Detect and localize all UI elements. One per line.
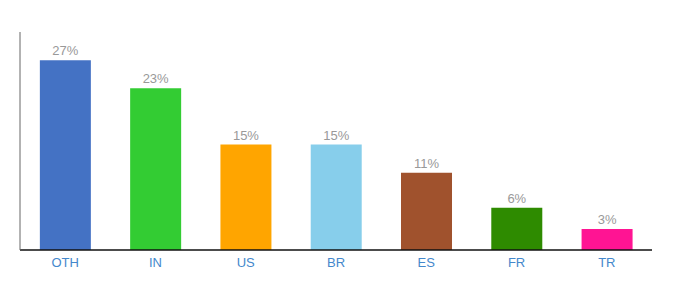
svg-text:15%: 15% xyxy=(323,128,349,143)
svg-text:OTH: OTH xyxy=(51,255,78,270)
svg-text:23%: 23% xyxy=(143,71,169,86)
svg-text:15%: 15% xyxy=(233,128,259,143)
svg-text:3%: 3% xyxy=(598,212,617,227)
svg-text:BR: BR xyxy=(327,255,345,270)
svg-text:ES: ES xyxy=(418,255,436,270)
svg-text:6%: 6% xyxy=(507,191,526,206)
svg-text:IN: IN xyxy=(149,255,162,270)
svg-text:FR: FR xyxy=(508,255,525,270)
svg-text:TR: TR xyxy=(598,255,615,270)
svg-text:US: US xyxy=(237,255,255,270)
svg-text:11%: 11% xyxy=(414,156,439,171)
svg-text:27%: 27% xyxy=(52,43,78,58)
